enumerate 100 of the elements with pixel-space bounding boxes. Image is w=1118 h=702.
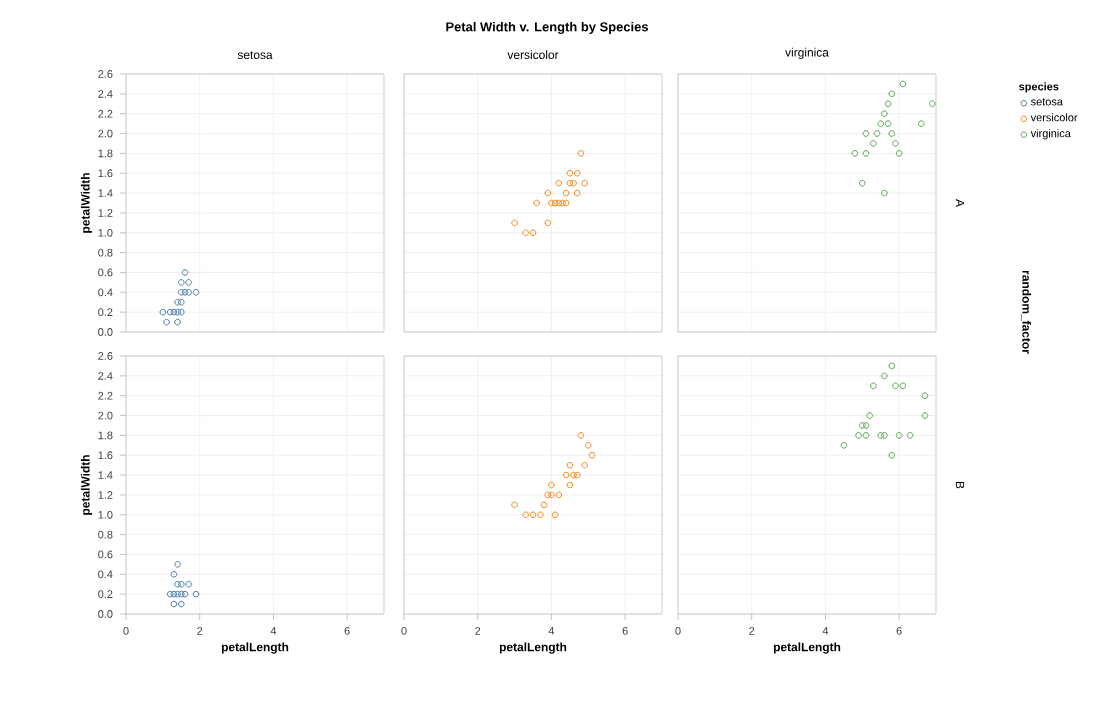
point xyxy=(185,289,192,296)
point xyxy=(862,422,870,429)
point xyxy=(866,412,873,419)
point xyxy=(540,501,548,509)
point xyxy=(177,580,185,588)
point xyxy=(177,590,185,598)
point xyxy=(181,289,189,296)
point xyxy=(892,382,899,390)
point xyxy=(888,451,896,459)
point xyxy=(573,169,581,177)
point xyxy=(170,308,178,316)
point xyxy=(570,471,577,479)
point xyxy=(895,432,903,439)
point xyxy=(544,189,552,197)
point xyxy=(177,298,185,306)
point xyxy=(566,481,574,489)
point xyxy=(566,461,574,469)
point xyxy=(170,571,178,578)
point xyxy=(899,382,907,390)
point xyxy=(581,461,588,469)
point xyxy=(921,392,929,399)
point xyxy=(888,90,896,98)
point xyxy=(548,199,555,207)
point xyxy=(511,219,518,227)
point xyxy=(181,269,189,276)
point xyxy=(862,432,870,439)
point xyxy=(851,150,859,157)
point xyxy=(555,179,563,187)
point xyxy=(177,308,185,316)
point xyxy=(888,130,896,137)
point xyxy=(570,179,577,187)
point xyxy=(577,150,585,157)
point xyxy=(185,580,192,588)
point xyxy=(870,382,877,390)
point xyxy=(858,179,866,187)
point xyxy=(895,150,903,157)
point xyxy=(177,600,185,608)
point xyxy=(888,362,896,370)
point xyxy=(562,471,570,479)
point xyxy=(577,432,585,439)
point xyxy=(192,590,200,598)
point xyxy=(192,289,200,296)
point xyxy=(892,140,899,147)
point xyxy=(529,229,537,237)
point xyxy=(177,289,185,296)
point xyxy=(588,451,596,459)
point xyxy=(566,169,574,177)
point xyxy=(899,80,907,88)
point xyxy=(544,491,552,499)
point xyxy=(884,120,892,127)
point xyxy=(877,120,885,127)
point xyxy=(873,130,881,137)
point xyxy=(522,511,529,519)
point xyxy=(181,590,189,598)
point xyxy=(881,110,888,117)
point xyxy=(840,442,848,449)
point xyxy=(881,189,888,197)
point xyxy=(533,199,540,207)
point xyxy=(566,179,574,187)
point xyxy=(159,308,167,316)
point xyxy=(884,100,892,108)
point xyxy=(170,600,178,608)
point xyxy=(166,590,174,598)
point xyxy=(562,189,570,197)
point xyxy=(522,229,529,237)
point xyxy=(174,561,181,568)
point xyxy=(174,298,181,306)
point xyxy=(573,471,581,479)
point xyxy=(548,481,555,489)
point xyxy=(877,432,885,439)
point xyxy=(174,308,181,316)
point xyxy=(584,442,592,449)
point xyxy=(917,120,925,127)
point xyxy=(170,590,178,598)
point xyxy=(529,511,537,519)
point xyxy=(862,130,870,137)
point xyxy=(174,318,181,326)
point xyxy=(185,279,192,286)
point xyxy=(548,491,555,499)
point xyxy=(511,501,518,509)
point xyxy=(855,432,862,439)
point xyxy=(166,308,174,316)
point xyxy=(537,511,544,519)
point xyxy=(870,140,877,147)
point xyxy=(581,179,588,187)
point xyxy=(562,199,570,207)
point xyxy=(174,590,181,598)
point xyxy=(862,150,870,157)
point xyxy=(881,372,888,380)
point xyxy=(858,422,866,429)
point xyxy=(551,511,559,519)
point xyxy=(881,432,888,439)
point xyxy=(906,432,914,439)
point xyxy=(921,412,929,419)
point xyxy=(174,580,181,588)
point xyxy=(555,491,563,499)
point xyxy=(544,219,552,227)
point xyxy=(929,100,936,108)
point xyxy=(163,318,170,326)
point xyxy=(573,189,581,197)
